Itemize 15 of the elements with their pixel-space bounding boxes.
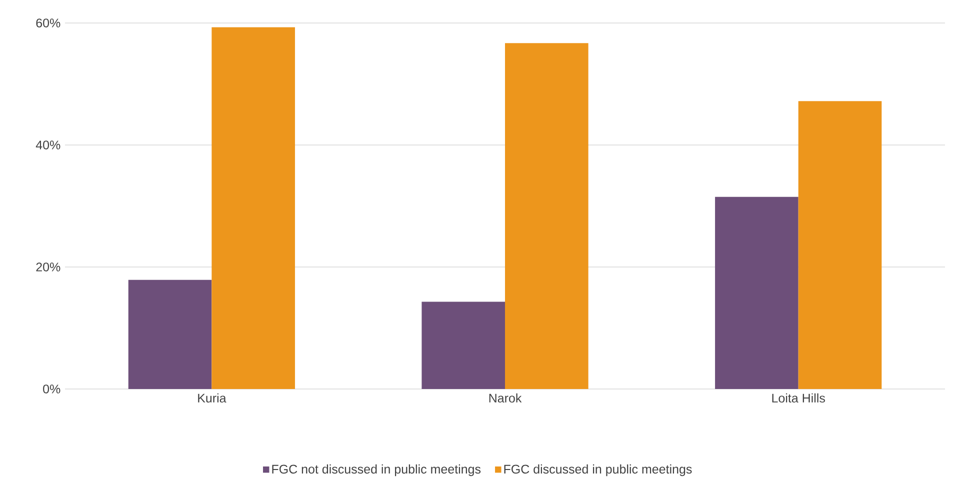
y-tick-label: 40% bbox=[36, 140, 60, 150]
bar bbox=[798, 101, 882, 389]
y-tick-label: 20% bbox=[36, 262, 60, 272]
bar bbox=[212, 27, 295, 389]
x-tick-label: Kuria bbox=[198, 393, 226, 403]
bar bbox=[422, 302, 506, 389]
legend-label: FGC discussed in public meetings bbox=[504, 464, 692, 476]
y-tick-label: 0% bbox=[43, 384, 60, 394]
y-tick-label: 60% bbox=[36, 18, 60, 28]
bar bbox=[715, 196, 798, 389]
x-tick-label: Loita Hills bbox=[772, 393, 825, 403]
legend-label: FGC not discussed in public meetings bbox=[272, 464, 481, 476]
bar bbox=[505, 43, 588, 389]
x-tick-label: Narok bbox=[489, 393, 522, 403]
bar bbox=[128, 280, 212, 389]
